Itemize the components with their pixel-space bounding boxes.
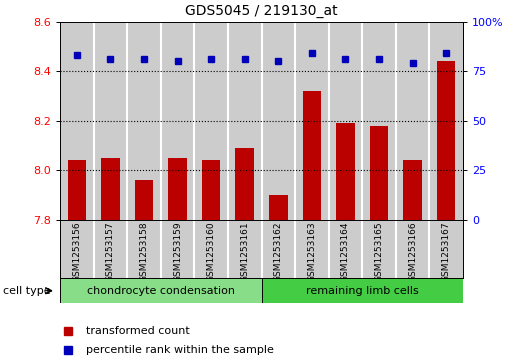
Bar (161, 220, 195, 278)
Text: GSM1253157: GSM1253157 (106, 221, 115, 282)
Bar (362, 22, 396, 220)
Bar (67, 160, 86, 220)
Bar (135, 180, 153, 220)
Text: GSM1253162: GSM1253162 (274, 221, 283, 282)
Bar (396, 22, 429, 220)
Bar (161, 22, 195, 220)
Text: remaining limb cells: remaining limb cells (306, 286, 418, 296)
Bar (101, 158, 120, 220)
Bar (127, 220, 161, 278)
Text: GSM1253160: GSM1253160 (207, 221, 215, 282)
Bar (94, 220, 127, 278)
Bar (295, 220, 328, 278)
Bar (295, 22, 328, 220)
Text: GSM1253156: GSM1253156 (72, 221, 82, 282)
Text: GSM1253158: GSM1253158 (140, 221, 149, 282)
Bar (262, 278, 463, 303)
Text: GSM1253164: GSM1253164 (341, 221, 350, 282)
Bar (228, 22, 262, 220)
Text: GSM1253161: GSM1253161 (240, 221, 249, 282)
Bar (303, 91, 321, 220)
Text: transformed count: transformed count (86, 326, 190, 336)
Bar (429, 22, 463, 220)
Bar (362, 220, 396, 278)
Bar (168, 158, 187, 220)
Bar (235, 148, 254, 220)
Bar (269, 195, 288, 220)
Bar (328, 220, 362, 278)
Bar (60, 22, 94, 220)
Text: GSM1253163: GSM1253163 (308, 221, 316, 282)
Bar (127, 22, 161, 220)
Text: cell type: cell type (3, 286, 50, 296)
Bar (94, 22, 127, 220)
Bar (429, 220, 463, 278)
Bar (437, 61, 456, 220)
Text: GSM1253165: GSM1253165 (374, 221, 383, 282)
Bar (60, 278, 262, 303)
Bar (403, 160, 422, 220)
Bar (262, 220, 295, 278)
Bar (228, 220, 262, 278)
Bar (262, 22, 295, 220)
Bar (195, 220, 228, 278)
Bar (60, 220, 94, 278)
Bar (195, 22, 228, 220)
Text: GSM1253167: GSM1253167 (441, 221, 451, 282)
Title: GDS5045 / 219130_at: GDS5045 / 219130_at (185, 4, 338, 18)
Text: chondrocyte condensation: chondrocyte condensation (87, 286, 235, 296)
Text: GSM1253159: GSM1253159 (173, 221, 182, 282)
Bar (336, 123, 355, 220)
Text: percentile rank within the sample: percentile rank within the sample (86, 345, 274, 355)
Bar (396, 220, 429, 278)
Bar (328, 22, 362, 220)
Text: GSM1253166: GSM1253166 (408, 221, 417, 282)
Bar (202, 160, 220, 220)
Bar (370, 126, 388, 220)
